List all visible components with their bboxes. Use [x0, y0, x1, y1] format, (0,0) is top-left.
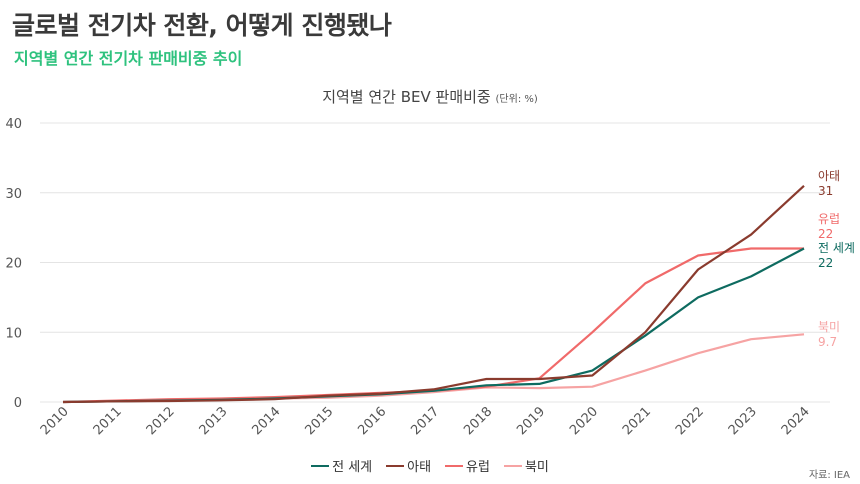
y-tick-label: 0	[14, 396, 22, 411]
legend-swatch	[503, 464, 522, 467]
x-tick-label: 2020	[567, 404, 601, 438]
x-tick-label: 2022	[673, 404, 707, 438]
end-label-name: 전 세계	[818, 241, 855, 255]
y-axis-ticks: 0 10 20 30 40	[5, 117, 22, 411]
x-tick-label: 2012	[144, 404, 178, 438]
headline: 글로벌 전기차 전환, 어떻게 진행됐나	[12, 11, 392, 40]
y-tick-label: 40	[5, 117, 22, 132]
x-tick-label: 2018	[461, 404, 495, 438]
legend: 전 세계 아태 유럽 북미	[0, 456, 860, 475]
x-tick-label: 2011	[91, 404, 125, 438]
chart-title-unit: (단위: %)	[495, 94, 538, 105]
end-label-value: 22	[818, 227, 833, 241]
end-label-name: 북미	[818, 320, 840, 334]
end-label-value: 22	[818, 256, 833, 270]
x-tick-label: 2010	[38, 404, 72, 438]
legend-label: 북미	[524, 460, 549, 475]
legend-label: 아태	[407, 460, 432, 475]
x-tick-label: 2021	[620, 404, 654, 438]
legend-label: 유럽	[466, 460, 490, 475]
legend-swatch	[445, 464, 464, 467]
chart-title-text: 지역별 연간 BEV 판매비중	[322, 88, 491, 106]
source-note: 자료: IEA	[808, 470, 850, 481]
series-line-world	[62, 247, 805, 404]
legend-item: 북미	[503, 456, 549, 475]
x-axis-ticks: 2010 2011 2012 2013 2014 2015 2016 2017 2018 2019…	[38, 404, 813, 438]
legend-item: 전 세계	[311, 456, 372, 475]
series-lines	[62, 184, 805, 404]
x-tick-label: 2013	[197, 404, 231, 438]
grid-lines	[40, 122, 830, 403]
x-tick-label: 2023	[726, 404, 760, 438]
x-tick-label: 2017	[408, 404, 442, 438]
legend-item: 아태	[386, 456, 431, 475]
x-tick-label: 2019	[514, 404, 548, 438]
x-tick-label: 2024	[779, 404, 813, 438]
end-label-name: 아태	[818, 169, 840, 183]
series-line-asia-pacific	[62, 184, 805, 404]
x-tick-label: 2014	[250, 404, 284, 438]
end-label-value: 9.7	[818, 335, 837, 349]
y-tick-label: 20	[5, 257, 22, 272]
subheadline: 지역별 연간 전기차 판매비중 추이	[14, 49, 243, 68]
series-line-europe	[62, 247, 804, 404]
legend-item: 유럽	[445, 456, 490, 475]
legend-swatch	[386, 464, 405, 467]
y-tick-label: 30	[5, 187, 22, 202]
chart-title: 지역별 연간 BEV 판매비중 (단위: %)	[0, 86, 860, 107]
y-tick-label: 10	[5, 326, 22, 341]
x-tick-label: 2016	[355, 404, 389, 438]
end-label-value: 31	[818, 184, 833, 198]
x-tick-label: 2015	[302, 404, 336, 438]
legend-swatch	[311, 464, 330, 467]
legend-label: 전 세계	[332, 460, 373, 475]
end-label-name: 유럽	[818, 212, 840, 226]
